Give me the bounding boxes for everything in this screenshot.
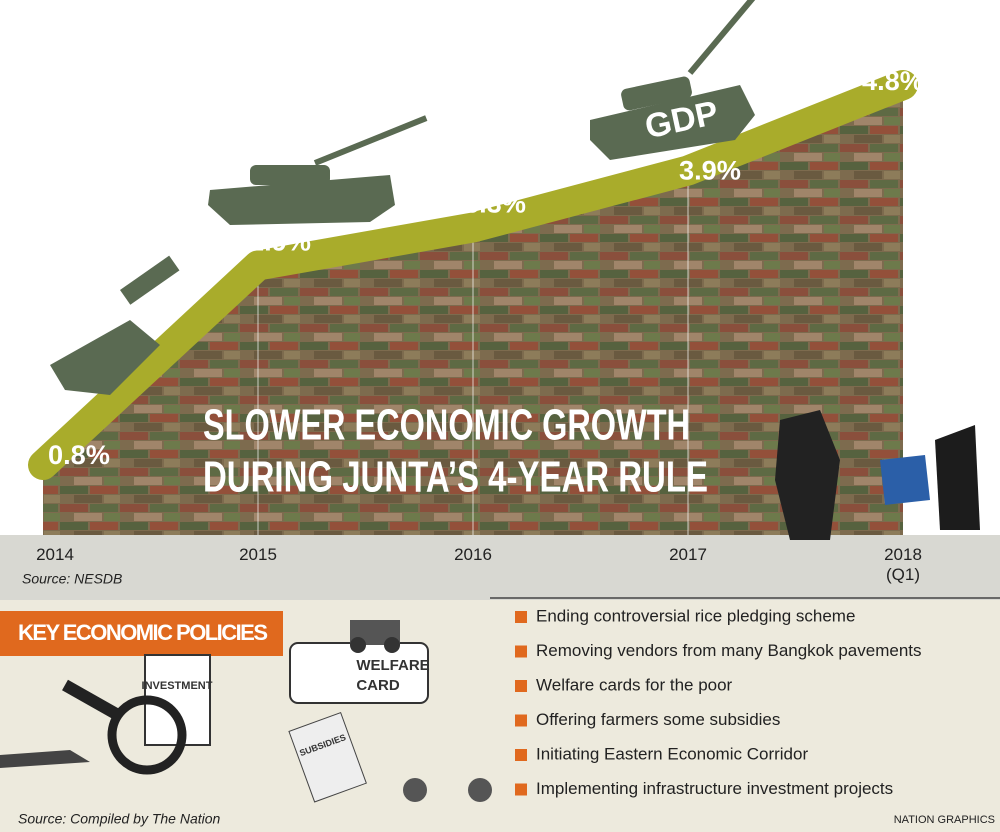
policy-item: Ending controversial rice pledging schem… (536, 606, 855, 625)
illustration: INVESTMENT WELFARE CARD SUBSIDIES (0, 410, 980, 803)
policies-title: KEY ECONOMIC POLICIES (18, 620, 268, 645)
plot: 0.8% 2014 2.9% 2015 3.3% 2016 3.9% 2017 4.8% 2018… (28, 66, 924, 584)
tank-icons (50, 0, 757, 395)
policies-header-bg (0, 611, 283, 656)
chart-title: SLOWER ECONOMIC GROWTH (203, 401, 690, 450)
chart-title: DURING JUNTA’S 4-YEAR RULE (203, 453, 708, 502)
footer-source: Source: Compiled by The Nation (18, 811, 221, 827)
x-tick: 2017 (669, 545, 707, 564)
chart-source: Source: NESDB (22, 571, 122, 587)
welfare-card-label: WELFARE (356, 657, 429, 674)
bullet (515, 714, 527, 727)
policy-item: Removing vendors from many Bangkok pavem… (536, 641, 922, 660)
bullet (515, 680, 527, 692)
x-tick-label: 2014 (36, 545, 74, 564)
policy-list: Ending controversial rice pledging schem… (515, 606, 922, 798)
value-label: 2.9% (249, 227, 311, 257)
x-tick-label: 2015 (239, 545, 277, 564)
value-label: 4.8% (862, 66, 924, 96)
line (28, 70, 918, 480)
investment-label: INVESTMENT (142, 680, 213, 692)
bullet (515, 611, 527, 623)
policy-item: Offering farmers some subsidies (536, 710, 780, 729)
value-label: 3.9% (679, 156, 741, 186)
x-tick: 2018 (Q1) (884, 545, 922, 584)
bullet (515, 783, 527, 796)
footer-credit: NATION GRAPHICS (894, 814, 995, 826)
x-tick-label: 2016 (454, 545, 492, 564)
x-tick-label: 2017 (669, 545, 707, 564)
x-tick: 2015 (239, 545, 277, 564)
policy-item: Welfare cards for the poor (536, 675, 733, 694)
welfare-card-label: CARD (356, 677, 399, 694)
x-tick: 2016 (454, 545, 492, 564)
x-tick-label: 2018 (Q1) (884, 545, 922, 584)
policy-item: Implementing infrastructure investment p… (536, 779, 893, 798)
bullet (515, 645, 527, 658)
value-label: 0.8% (48, 440, 110, 470)
value-label: 3.3% (464, 189, 526, 219)
x-tick: 2014 (36, 545, 74, 564)
band (0, 535, 1000, 600)
policy-item: Initiating Eastern Economic Corridor (536, 744, 808, 763)
bullet (515, 749, 527, 761)
